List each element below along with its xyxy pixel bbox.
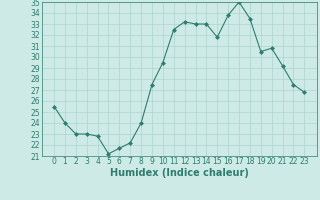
- X-axis label: Humidex (Indice chaleur): Humidex (Indice chaleur): [110, 168, 249, 178]
